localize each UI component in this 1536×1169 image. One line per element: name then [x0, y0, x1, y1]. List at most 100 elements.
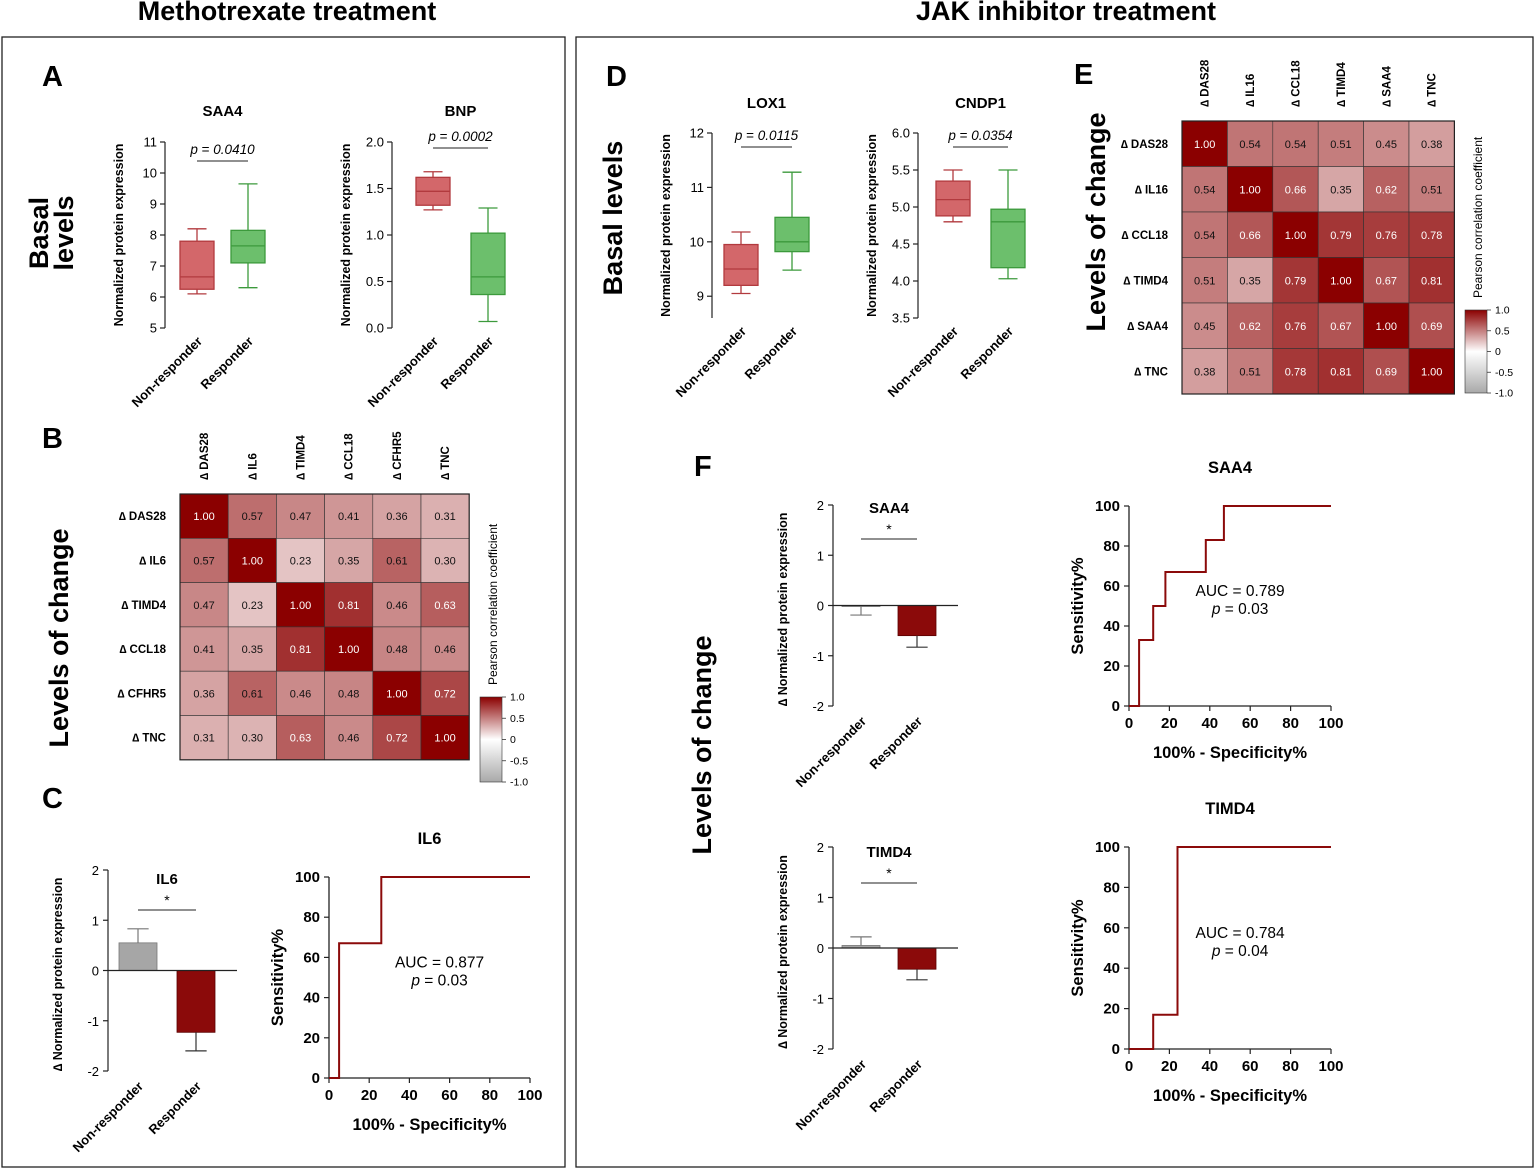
- bar-responder: [897, 605, 937, 648]
- heatmap-value: 0.41: [193, 644, 214, 656]
- box-nonresponder: [723, 231, 759, 295]
- y-tick-label: 2.0: [366, 135, 384, 150]
- chart-title: SAA4: [869, 500, 910, 517]
- heatmap-value: 0.36: [386, 511, 407, 523]
- bar: [897, 947, 937, 970]
- y-tick-label: 40: [1103, 960, 1120, 977]
- y-tick-label: 11: [691, 180, 705, 195]
- y-tick-label: -1: [812, 992, 824, 1007]
- y-tick-label: 100: [1095, 839, 1120, 856]
- y-tick-label: 8: [150, 228, 157, 243]
- box-iqr: [179, 240, 215, 290]
- heatmap-cell: [227, 670, 277, 716]
- y-tick-label: -2: [812, 699, 824, 714]
- bar: [897, 605, 937, 637]
- y-tick-label: 40: [1103, 618, 1120, 635]
- y-tick-label: 5: [150, 321, 157, 336]
- p-value-label: p = 0.0354: [947, 128, 1012, 143]
- y-tick-label: 1: [817, 891, 824, 906]
- x-tick-label: 60: [1242, 715, 1259, 732]
- heatmap-cell: [1317, 257, 1364, 304]
- heatmap-value: 1.00: [242, 555, 263, 567]
- heatmap-row-label: ∆ IL16: [1135, 184, 1168, 196]
- y-tick-label: 20: [303, 1030, 320, 1047]
- levels-of-change-label-f: Levels of change: [687, 635, 717, 854]
- heatmap-value: 0.31: [193, 733, 214, 745]
- heatmap-value: 1.00: [1239, 184, 1260, 196]
- heatmap-cell: [324, 670, 374, 716]
- heatmap-row-label: ∆ TNC: [132, 733, 166, 745]
- heatmap-value: 0.79: [1330, 230, 1351, 242]
- roc-curve: [1129, 846, 1331, 1050]
- heatmap-value: 1.00: [290, 600, 311, 612]
- y-tick-label: 0: [92, 964, 99, 979]
- heatmap-value: 0.66: [1239, 230, 1260, 242]
- heatmap-cell: [179, 537, 229, 583]
- y-axis-title: Normalized protein expression: [112, 144, 126, 327]
- x-tick-label: 80: [1282, 715, 1299, 732]
- y-tick-label: 7: [150, 259, 157, 274]
- heatmap-value: 0.63: [290, 733, 311, 745]
- heatmap-cell: [1181, 257, 1228, 304]
- heatmap-value: 0.66: [1285, 184, 1306, 196]
- roc-curve: [329, 876, 530, 1079]
- significance-star: *: [164, 892, 170, 908]
- x-tick-label: 40: [1201, 715, 1218, 732]
- heatmap-value: 0.62: [1239, 321, 1260, 333]
- heatmap-cell: [179, 715, 229, 761]
- significance-star: *: [886, 865, 892, 881]
- levels-of-change-label-b: Levels of change: [44, 528, 74, 747]
- y-tick-label: 10: [690, 234, 704, 249]
- heatmap-cell: [1408, 166, 1455, 213]
- p-value-label: p = 0.0115: [734, 128, 799, 143]
- colorbar-tick-label: -1.0: [1495, 388, 1513, 400]
- heatmap-value: 0.47: [193, 600, 214, 612]
- chart-title: CNDP1: [955, 95, 1006, 112]
- y-axis-title: ∆ Normalized protein expression: [51, 878, 65, 1072]
- heatmap-cell: [276, 715, 325, 761]
- heatmap-cell: [372, 582, 422, 628]
- y-tick-label: 0.0: [366, 321, 384, 336]
- heatmap-value: 0.23: [290, 555, 311, 567]
- heatmap-value: 0.54: [1194, 230, 1215, 242]
- heatmap-cell: [1227, 120, 1274, 167]
- y-tick-label: 11: [144, 135, 158, 150]
- x-tick-label: 100: [1318, 1058, 1343, 1075]
- x-tick-label: 20: [1161, 715, 1178, 732]
- bar: [118, 942, 158, 971]
- heatmap-value: 0.57: [242, 511, 263, 523]
- y-tick-label: -2: [87, 1064, 99, 1079]
- heatmap-value: 0.63: [434, 600, 455, 612]
- panel-label-B: B: [42, 423, 63, 455]
- y-tick-label: 6: [150, 290, 157, 305]
- roc-p-label: p = 0.04: [1211, 943, 1269, 960]
- x-tick-label: 80: [481, 1087, 498, 1104]
- heatmap-col-label: ∆ TNC: [1427, 73, 1439, 107]
- heatmap-value: 0.31: [434, 511, 455, 523]
- x-category-label: Non-responder: [365, 334, 441, 410]
- y-tick-label: 80: [1103, 879, 1120, 896]
- x-category-label: Non-responder: [793, 714, 869, 790]
- heatmap-value: 0.81: [290, 644, 311, 656]
- chart-a2: 0.0 0.5 1.0 1.5 2.0 BNP Normalized protein exp…: [339, 103, 506, 410]
- x-category-label: Non-responder: [673, 324, 749, 400]
- y-tick-label: 0: [1112, 1041, 1120, 1058]
- y-tick-label: 9: [697, 289, 704, 304]
- heatmap-cell: [372, 715, 422, 761]
- y-tick-label: 0: [1112, 698, 1120, 715]
- heatmap-value: 0.48: [386, 644, 407, 656]
- box-iqr: [230, 229, 266, 264]
- colorbar-tick-label: 0.5: [1495, 325, 1510, 337]
- y-tick-label: 5.0: [892, 200, 910, 215]
- heatmap-cell: [420, 537, 470, 583]
- heatmap-value: 0.62: [1376, 184, 1397, 196]
- y-tick-label: 12: [690, 126, 704, 141]
- panel-label-F: F: [694, 451, 712, 483]
- heatmap-value: 0.35: [1330, 184, 1351, 196]
- heatmap-cell: [276, 493, 325, 539]
- chart-c2: 00 20 20 40 40 60 60 80 80 100 100 IL6 100% - Specif…: [269, 830, 543, 1134]
- colorbar: [1464, 309, 1488, 394]
- y-tick-label: 20: [1103, 658, 1120, 675]
- heatmap-value: 0.76: [1376, 230, 1397, 242]
